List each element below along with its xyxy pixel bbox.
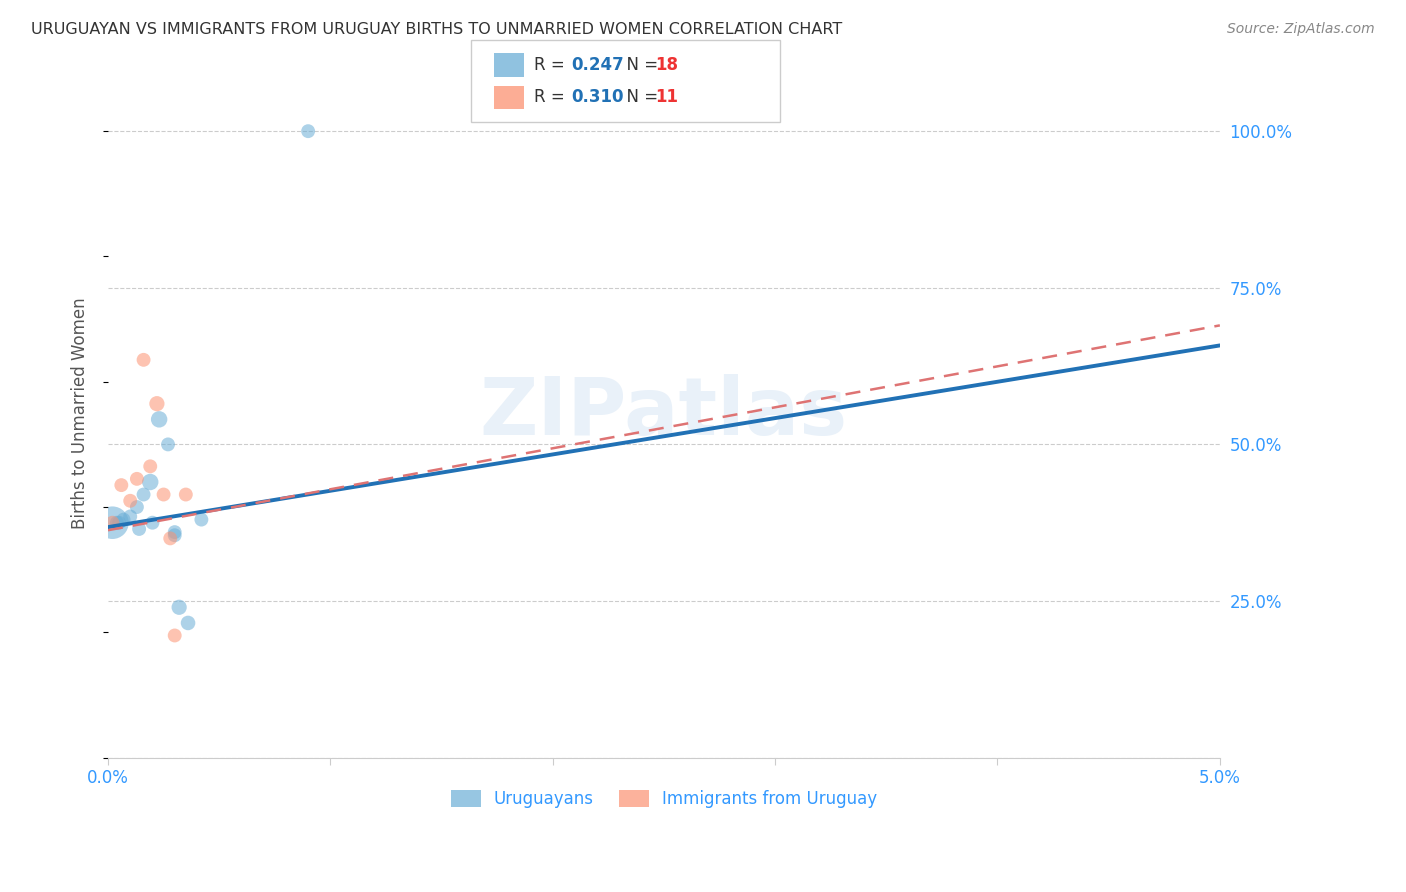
Point [139,459,162,474]
Text: Source: ZipAtlas.com: Source: ZipAtlas.com [1227,22,1375,37]
Point [167,600,190,615]
Point [177,615,200,630]
Text: ZIPatlas: ZIPatlas [479,374,848,452]
Point [190,512,212,526]
Point [163,525,186,540]
Point [297,124,319,138]
Point [146,397,169,411]
Text: N =: N = [616,88,664,106]
Point [152,487,174,501]
Point [112,512,135,526]
Point [101,516,124,530]
Text: R =: R = [534,88,571,106]
Point [132,352,155,367]
Point [163,628,186,642]
Text: URUGUAYAN VS IMMIGRANTS FROM URUGUAY BIRTHS TO UNMARRIED WOMEN CORRELATION CHART: URUGUAYAN VS IMMIGRANTS FROM URUGUAY BIR… [31,22,842,37]
Y-axis label: Births to Unmarried Women: Births to Unmarried Women [72,297,89,529]
Text: 0.310: 0.310 [571,88,623,106]
Point [159,532,181,546]
Legend: Uruguayans, Immigrants from Uruguay: Uruguayans, Immigrants from Uruguay [444,783,884,814]
Point [125,500,148,514]
Point [141,516,163,530]
Point [157,437,180,451]
Point [120,493,142,508]
Point [105,516,128,530]
Text: 18: 18 [655,56,678,74]
Point [110,478,132,492]
Text: N =: N = [616,56,664,74]
Point [120,509,142,524]
Point [125,472,148,486]
Point [163,528,186,542]
Text: 0.247: 0.247 [571,56,624,74]
Point [148,412,170,426]
Point [139,475,162,489]
Text: R =: R = [534,56,571,74]
Point [101,516,124,530]
Point [174,487,197,501]
Point [108,516,131,530]
Text: 11: 11 [655,88,678,106]
Point [132,487,155,501]
Point [128,522,150,536]
